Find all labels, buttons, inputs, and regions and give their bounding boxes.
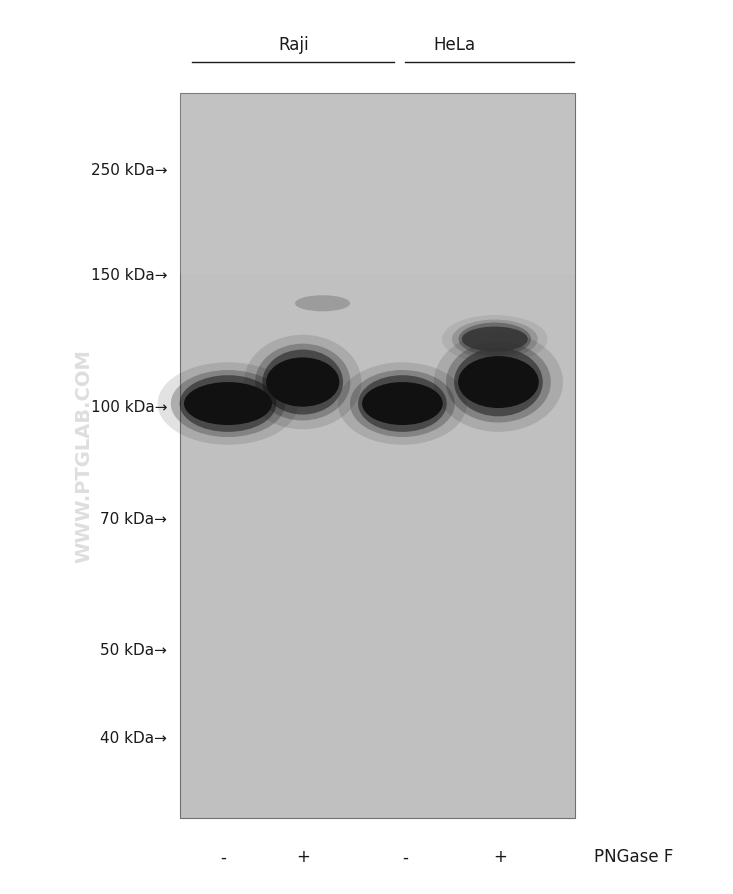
Text: 100 kDa→: 100 kDa→ <box>91 400 167 414</box>
Ellipse shape <box>458 357 539 409</box>
Ellipse shape <box>358 375 447 433</box>
Ellipse shape <box>446 342 551 423</box>
Ellipse shape <box>266 358 339 408</box>
Text: WWW.PTGLAB.COM: WWW.PTGLAB.COM <box>75 350 94 562</box>
Text: -: - <box>221 848 226 865</box>
Text: +: + <box>494 848 507 865</box>
Text: PNGase F: PNGase F <box>594 848 673 865</box>
Text: 150 kDa→: 150 kDa→ <box>91 268 167 283</box>
Bar <box>180 94 575 275</box>
Ellipse shape <box>184 383 272 426</box>
Text: 250 kDa→: 250 kDa→ <box>91 163 167 177</box>
Ellipse shape <box>180 375 276 433</box>
Bar <box>180 94 575 818</box>
Ellipse shape <box>295 296 350 312</box>
Text: HeLa: HeLa <box>433 36 476 54</box>
Text: +: + <box>296 848 309 865</box>
Text: 70 kDa→: 70 kDa→ <box>100 511 167 526</box>
Ellipse shape <box>244 335 361 430</box>
Text: -: - <box>402 848 408 865</box>
Text: Raji: Raji <box>278 36 309 54</box>
Ellipse shape <box>255 344 350 421</box>
Ellipse shape <box>442 316 548 364</box>
Text: 40 kDa→: 40 kDa→ <box>100 730 167 745</box>
Ellipse shape <box>262 350 343 415</box>
Ellipse shape <box>454 349 542 417</box>
Ellipse shape <box>462 327 528 352</box>
Ellipse shape <box>338 363 467 445</box>
Ellipse shape <box>452 320 538 359</box>
Ellipse shape <box>171 371 285 437</box>
Ellipse shape <box>362 383 443 426</box>
Ellipse shape <box>350 371 454 437</box>
Ellipse shape <box>459 324 531 356</box>
Ellipse shape <box>434 333 563 433</box>
Text: 50 kDa→: 50 kDa→ <box>100 643 167 657</box>
Ellipse shape <box>158 363 298 445</box>
